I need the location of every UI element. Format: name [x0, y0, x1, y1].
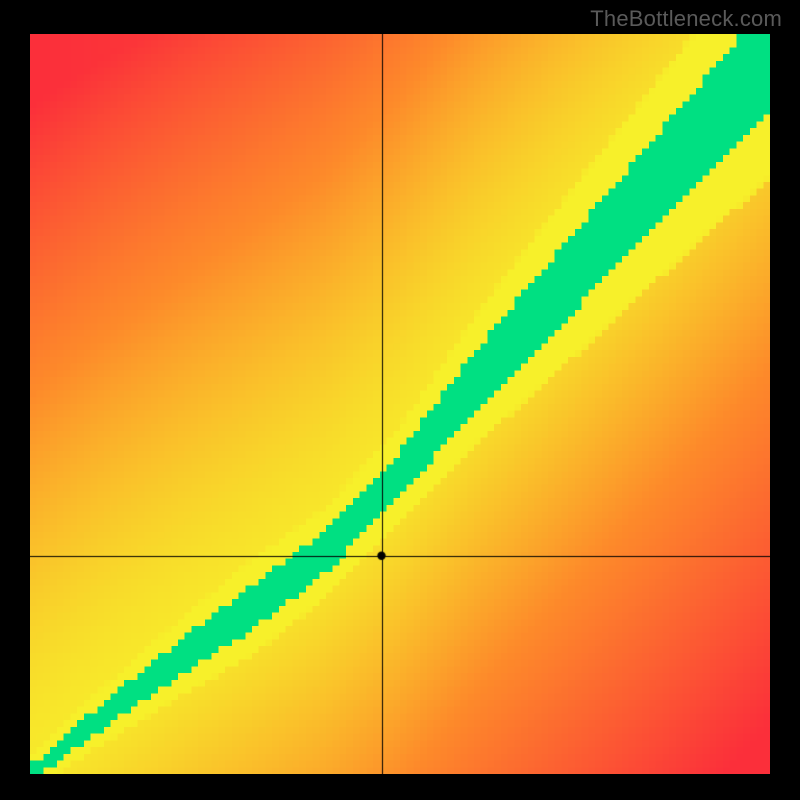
watermark-text: TheBottleneck.com — [590, 6, 782, 32]
chart-container: TheBottleneck.com — [0, 0, 800, 800]
crosshair-overlay — [30, 34, 770, 774]
